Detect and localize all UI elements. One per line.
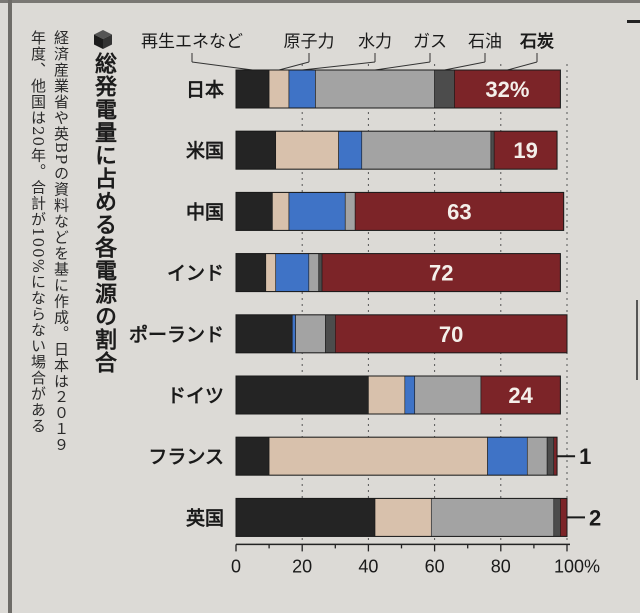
bar-segment-6-2 <box>487 436 528 476</box>
bar-segment-4-5 <box>334 314 568 354</box>
bar-segment-0-4 <box>434 69 455 109</box>
source-note-line1: 経済産業省や英BPの資料などを基に作成。日本は２０１９ <box>52 30 70 454</box>
bar-outline-1 <box>235 130 558 170</box>
bar-segment-6-1 <box>268 436 488 476</box>
legend-label-0: 再生エネなど <box>141 32 243 52</box>
bar-segment-3-0 <box>235 253 267 292</box>
bar-segment-1-2 <box>338 130 363 170</box>
legend-label-2: 水力 <box>358 32 392 52</box>
legend-label-4: 石油 <box>468 32 502 52</box>
bar-value-label-7: 2 <box>589 505 601 530</box>
bar-segment-7-1 <box>374 498 432 537</box>
bar-segment-2-5 <box>354 192 564 231</box>
x-tick-label-5: 100% <box>554 556 600 576</box>
bar-segment-4-2 <box>291 314 296 354</box>
bar-value-label-2: 63 <box>447 199 471 224</box>
bar-segment-5-3 <box>414 375 482 415</box>
bar-segment-2-1 <box>272 192 290 231</box>
bar-segment-0-0 <box>235 69 270 109</box>
category-label-0: 日本 <box>186 78 224 101</box>
bar-segment-5-2 <box>404 375 416 415</box>
bar-segment-7-3 <box>430 498 555 537</box>
bar-value-label-6: 1 <box>579 444 591 469</box>
x-tick-label-1: 20 <box>292 556 312 576</box>
legend-connector-5 <box>507 61 538 71</box>
bar-segment-5-1 <box>368 375 406 415</box>
bar-segment-3-2 <box>275 253 310 292</box>
bar-outline-3 <box>235 253 561 293</box>
legend-connector-2 <box>302 61 376 71</box>
bar-segment-0-2 <box>288 69 316 109</box>
bar-outline-4 <box>235 314 568 354</box>
bar-segment-0-3 <box>315 69 435 109</box>
bar-segment-1-1 <box>275 130 339 170</box>
bar-outline-5 <box>235 375 561 415</box>
legend-connector-3 <box>374 61 431 71</box>
category-label-4: ポーランド <box>129 323 224 346</box>
bar-segment-7-5 <box>560 498 568 537</box>
bar-segment-6-3 <box>526 436 548 476</box>
bar-segment-1-4 <box>490 130 495 170</box>
bar-segment-3-4 <box>318 253 323 292</box>
bar-segment-4-4 <box>325 314 336 354</box>
bar-segment-3-5 <box>321 253 561 292</box>
bar-segment-7-4 <box>553 498 561 537</box>
page-edge-mark <box>627 20 640 23</box>
bar-segment-7-0 <box>235 498 376 537</box>
category-label-1: 米国 <box>186 139 224 162</box>
bar-segment-4-3 <box>295 314 326 354</box>
legend-label-3: ガス <box>413 32 447 52</box>
x-tick-label-2: 40 <box>358 556 378 576</box>
frame-left <box>8 0 12 613</box>
x-tick-label-0: 0 <box>231 556 241 576</box>
category-label-3: インド <box>167 263 224 285</box>
bar-value-label-5: 24 <box>508 383 533 408</box>
bar-value-label-1: 19 <box>513 138 537 163</box>
legend-connector-0 <box>191 61 253 71</box>
bar-segment-6-4 <box>546 436 555 476</box>
bar-segment-1-5 <box>493 130 558 170</box>
frame-top <box>0 0 640 3</box>
bar-segment-6-0 <box>235 436 270 476</box>
x-tick-label-4: 80 <box>491 556 511 576</box>
bar-value-label-0: 32% <box>485 77 529 102</box>
page-edge-rule <box>636 300 638 380</box>
category-label-6: フランス <box>148 446 224 468</box>
bar-segment-4-0 <box>235 314 293 354</box>
bar-segment-2-2 <box>288 192 346 231</box>
bar-outline-2 <box>235 191 565 231</box>
cube-icon <box>94 30 112 49</box>
category-label-2: 中国 <box>186 200 224 223</box>
legend-connector-4 <box>444 61 486 71</box>
legend-label-5: 石炭 <box>519 31 554 52</box>
x-tick-label-3: 60 <box>425 556 445 576</box>
bar-segment-3-1 <box>265 253 277 292</box>
chart-title: 総発電量に占める各電源の割合 <box>91 52 116 374</box>
category-label-7: 英国 <box>186 506 224 529</box>
category-label-5: ドイツ <box>167 385 224 407</box>
bar-value-label-4: 70 <box>439 322 463 347</box>
bar-value-label-3: 72 <box>429 261 453 286</box>
bar-segment-3-3 <box>308 253 320 292</box>
bar-segment-5-0 <box>235 375 369 415</box>
bar-outline-0 <box>235 69 561 109</box>
bar-segment-1-3 <box>361 130 492 170</box>
bar-segment-0-1 <box>268 69 290 109</box>
bar-segment-2-0 <box>235 192 273 231</box>
source-note-line2: 年度、他国は20年。合計が100%にならない場合がある <box>29 30 47 434</box>
bar-segment-1-0 <box>235 130 277 170</box>
legend-connector-1 <box>278 61 310 71</box>
bar-segment-2-3 <box>344 192 356 231</box>
legend-label-1: 原子力 <box>284 32 335 52</box>
